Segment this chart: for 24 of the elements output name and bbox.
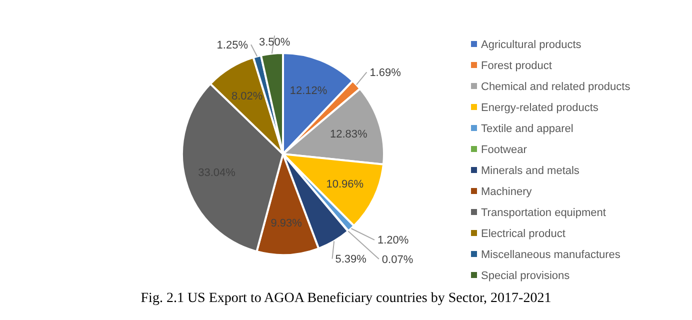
legend-label: Forest product (481, 60, 552, 72)
legend-label: Minerals and metals (481, 164, 580, 177)
data-label: 12.12% (290, 85, 328, 98)
legend-label: Energy-related products (481, 102, 599, 114)
legend-label: Agricultural products (481, 38, 582, 51)
legend-label: Machinery (481, 186, 532, 198)
data-label: 1.20% (377, 234, 409, 247)
data-label: 9.93% (270, 217, 302, 230)
caption: Fig. 2.1 US Export to AGOA Beneficiary countries by Sector, 2017-2021 (140, 291, 552, 306)
data-label: 12.83% (330, 128, 368, 141)
legend-label: Footwear (481, 144, 528, 156)
data-label: 1.69% (370, 67, 402, 80)
legend-label: Chemical and related products (481, 80, 631, 93)
data-label: 1.25% (216, 40, 248, 52)
data-label: 5.39% (335, 254, 367, 266)
data-label: 8.02% (231, 90, 263, 102)
legend-label: Electrical product (481, 228, 566, 240)
legend-label: Miscellaneous manufactures (481, 248, 621, 261)
legend-label: Special provisions (481, 270, 570, 282)
legend-label: Transportation equipment (481, 206, 606, 219)
data-label: 0.07% (382, 254, 414, 266)
legend-label: Textile and apparel (481, 122, 574, 135)
data-label: 3.50% (258, 36, 290, 48)
data-label: 10.96% (326, 178, 364, 191)
